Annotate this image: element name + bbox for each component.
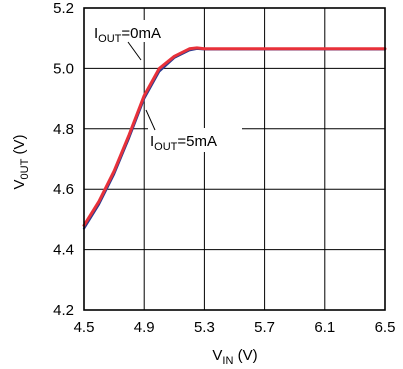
series-line-iout-0ma: [82, 46, 387, 227]
plot-frame: [83, 7, 386, 311]
y-tick-label: 5.0: [53, 60, 74, 77]
grid-lines: [84, 8, 385, 310]
y-tick-labels: 4.2 4.4 4.6 4.8 5.0 5.2: [53, 0, 74, 319]
x-tick-label: 6.1: [314, 319, 335, 336]
x-axis-label: VIN (V): [212, 347, 257, 367]
annotation-5ma-bg: [148, 128, 242, 152]
x-tick-label: 5.3: [194, 319, 215, 336]
annotation-0ma-leader: [127, 41, 142, 61]
y-tick-label: 4.8: [53, 121, 74, 138]
x-tick-label: 4.9: [134, 319, 155, 336]
y-tick-label: 4.6: [53, 181, 74, 198]
y-tick-label: 5.2: [53, 0, 74, 17]
annotation-0ma: IOUT=0mA: [94, 25, 161, 45]
series-group: [82, 46, 387, 230]
annotation-5ma-leader: [145, 109, 156, 131]
annotation-5ma: IOUT=5mA: [150, 133, 217, 153]
y-tick-label: 4.2: [53, 302, 74, 319]
annotation-0ma-bg: [92, 20, 159, 42]
y-axis-label: V0UT (V): [11, 135, 31, 190]
x-tick-label: 5.7: [254, 319, 275, 336]
x-tick-label: 4.5: [74, 319, 95, 336]
x-tick-labels: 4.5 4.9 5.3 5.7 6.1 6.5: [74, 319, 396, 336]
y-tick-label: 4.4: [53, 242, 74, 259]
x-tick-label: 6.5: [375, 319, 396, 336]
